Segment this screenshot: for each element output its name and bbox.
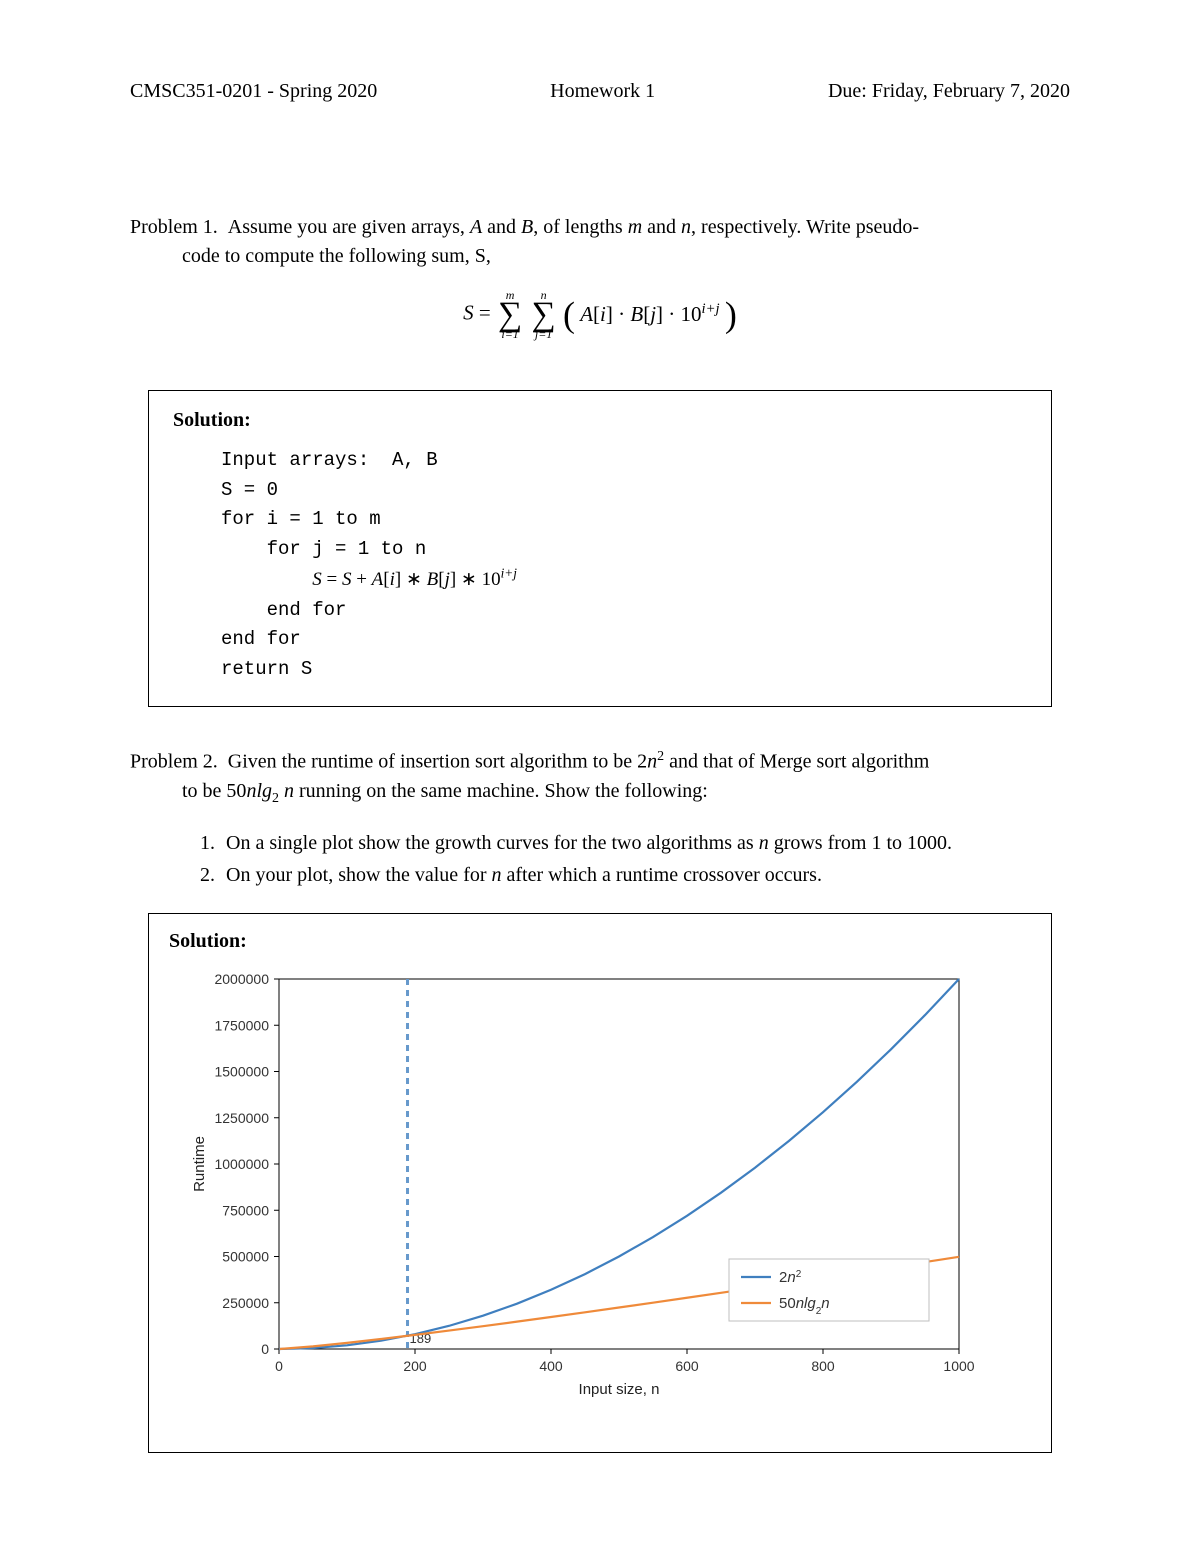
f-dot1: ·: [613, 302, 631, 326]
page: CMSC351-0201 - Spring 2020 Homework 1 Du…: [0, 0, 1200, 1553]
svg-text:2000000: 2000000: [214, 971, 269, 987]
svg-text:500000: 500000: [222, 1248, 269, 1264]
p2-i1b: grows from 1 to 1000.: [769, 832, 952, 854]
problem-1: Problem 1. Assume you are given arrays, …: [130, 213, 1070, 340]
p2-num1: 1.: [200, 827, 226, 859]
p2-a: Given the runtime of insertion sort algo…: [228, 751, 647, 773]
header-right: Due: Friday, February 7, 2020: [828, 80, 1070, 103]
s1-l5-B: B: [427, 569, 439, 590]
problem-2-label: Problem 2.: [130, 751, 218, 773]
solution-1-code: Input arrays: A, B S = 0 for i = 1 to m …: [221, 446, 1027, 684]
p1-text-e: , respectively. Write pseudo-: [691, 216, 919, 238]
svg-text:Runtime: Runtime: [191, 1136, 208, 1192]
s1-l5p: [221, 569, 312, 591]
s1-l3: for i = 1 to m: [221, 508, 381, 530]
s1-l5-S2: S: [342, 569, 352, 590]
problem-2: Problem 2. Given the runtime of insertio…: [130, 747, 1070, 809]
p1-var-B: B: [521, 216, 533, 238]
s1-l1: Input arrays: A, B: [221, 449, 438, 471]
solution-2-box: Solution: 0 250000 500000 750000 1000000 1250…: [148, 913, 1052, 1453]
svg-text:Input size, n: Input size, n: [579, 1381, 660, 1398]
s1-l4: for j = 1 to n: [221, 538, 426, 560]
runtime-chart: 0 250000 500000 750000 1000000 1250000 1500000…: [169, 959, 989, 1419]
svg-text:1250000: 1250000: [214, 1110, 269, 1126]
p1-var-m: m: [628, 216, 642, 238]
p1-text-d: and: [642, 216, 681, 238]
p2-nlg: nlg: [246, 780, 272, 802]
svg-text:750000: 750000: [222, 1202, 269, 1218]
header-left: CMSC351-0201 - Spring 2020: [130, 80, 377, 103]
s1-l5-exp: i+j: [501, 566, 517, 581]
p2-c2: running on the same machine. Show the fo…: [294, 780, 708, 802]
rparen: ): [725, 295, 737, 335]
sigma1-sym: ∑: [498, 301, 522, 328]
sigma-2: n ∑ j=1: [531, 289, 555, 340]
solution-1-box: Solution: Input arrays: A, B S = 0 for i…: [148, 390, 1052, 707]
problem-1-label: Problem 1.: [130, 216, 218, 238]
s1-l5-A: A: [372, 569, 384, 590]
s1-l2: S = 0: [221, 479, 278, 501]
f-B: B: [630, 302, 643, 326]
p1-var-A: A: [470, 216, 482, 238]
svg-text:1000000: 1000000: [214, 1156, 269, 1172]
p2-s2: 2: [272, 791, 279, 806]
svg-text:0: 0: [275, 1358, 283, 1374]
sigma-1: m ∑ i=1: [498, 289, 522, 340]
p2-i1a: On a single plot show the growth curves …: [226, 832, 759, 854]
p2-n: n: [647, 751, 657, 773]
p1-var-n: n: [681, 216, 691, 238]
sigma2-sym: ∑: [531, 301, 555, 328]
sigma2-bot: j=1: [531, 328, 555, 340]
p2-item-2: 2. On your plot, show the value for n af…: [200, 859, 1070, 891]
p1-text-c: , of lengths: [533, 216, 627, 238]
s1-l6: end for: [221, 599, 346, 621]
p1-cont: code to compute the following sum, S,: [182, 242, 1070, 271]
problem-2-list: 1. On a single plot show the growth curv…: [200, 827, 1070, 891]
s1-l5-st: ∗: [401, 569, 426, 590]
p2-c1: to be 50: [182, 780, 246, 802]
page-header: CMSC351-0201 - Spring 2020 Homework 1 Du…: [130, 80, 1070, 103]
f-j: j: [650, 302, 656, 326]
f-lhs: S: [463, 300, 474, 324]
svg-text:200: 200: [403, 1358, 427, 1374]
lparen: (: [563, 295, 575, 335]
p2-item-1: 1. On a single plot show the growth curv…: [200, 827, 1070, 859]
p2-num2: 2.: [200, 859, 226, 891]
p2-i2a: On your plot, show the value for: [226, 864, 492, 886]
p2-i2n: n: [492, 864, 502, 886]
svg-text:0: 0: [261, 1341, 269, 1357]
p1-text-b: and: [482, 216, 521, 238]
svg-text:250000: 250000: [222, 1295, 269, 1311]
solution-2-title: Solution:: [169, 930, 1031, 953]
s1-l5-st2: ∗ 10: [456, 569, 500, 590]
svg-text:1000: 1000: [943, 1358, 974, 1374]
p1-text-a: Assume you are given arrays,: [228, 216, 470, 238]
p2-i1n: n: [759, 832, 769, 854]
header-center: Homework 1: [550, 80, 655, 103]
f-eq: =: [474, 300, 496, 324]
svg-text:600: 600: [675, 1358, 699, 1374]
s1-l5-eq: =: [322, 569, 342, 590]
svg-text:800: 800: [811, 1358, 835, 1374]
f-exp: i+j: [702, 301, 720, 317]
f-A: A: [580, 302, 593, 326]
s1-l8: return S: [221, 658, 312, 680]
p2-i2b: after which a runtime crossover occurs.: [502, 864, 822, 886]
f-i: i: [600, 302, 606, 326]
s1-l5-S: S: [312, 569, 322, 590]
solution-1-title: Solution:: [173, 409, 1027, 432]
f-dot2: · 10: [663, 302, 702, 326]
svg-text:1500000: 1500000: [214, 1063, 269, 1079]
s1-l7: end for: [221, 628, 301, 650]
p2-b: and that of Merge sort algorithm: [664, 751, 929, 773]
p1-formula: S = m ∑ i=1 n ∑ j=1 ( A[i] · B[j] · 10i+…: [130, 289, 1070, 340]
p2-n2: n: [279, 780, 294, 802]
svg-text:1750000: 1750000: [214, 1017, 269, 1033]
svg-text:400: 400: [539, 1358, 563, 1374]
sigma1-bot: i=1: [498, 328, 522, 340]
s1-l5-pl: +: [351, 569, 371, 590]
